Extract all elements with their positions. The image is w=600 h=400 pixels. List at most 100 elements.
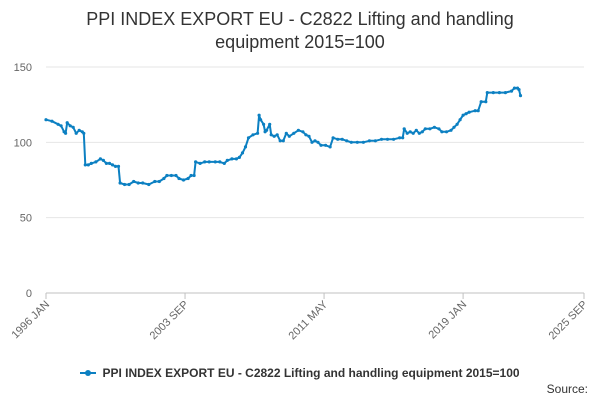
data-point <box>107 161 112 165</box>
data-point <box>503 91 507 95</box>
data-point <box>237 155 241 159</box>
data-point <box>127 182 131 187</box>
data-point <box>165 173 169 178</box>
data-point <box>262 122 266 126</box>
data-point <box>281 139 285 143</box>
data-point <box>509 89 514 93</box>
data-point <box>423 127 427 131</box>
data-point <box>240 151 245 155</box>
y-tick-label: 100 <box>14 137 32 149</box>
x-tick-label: 2019 JAN <box>427 299 470 342</box>
data-point <box>89 161 93 165</box>
data-point <box>292 131 296 135</box>
data-point <box>174 173 178 178</box>
data-point <box>77 128 81 132</box>
data-point <box>304 133 308 137</box>
data-point <box>414 128 418 132</box>
data-point <box>65 121 69 125</box>
data-point <box>310 140 314 144</box>
data-point <box>132 179 136 184</box>
data-point <box>324 143 328 147</box>
data-point <box>68 124 72 128</box>
data-point <box>345 139 349 143</box>
data-point <box>491 91 495 95</box>
data-point <box>64 131 68 135</box>
data-point <box>313 139 317 143</box>
x-tick-label: 1996 JAN <box>9 299 52 342</box>
data-point <box>458 118 462 122</box>
data-point <box>296 128 300 132</box>
x-axis: 1996 JAN 2003 SEP 2011 MAY 2019 JAN 2025 SEP <box>9 293 590 342</box>
data-point <box>110 163 115 167</box>
data-point <box>186 176 190 181</box>
legend[interactable]: PPI INDEX EXPORT EU - C2822 Lifting and … <box>0 366 600 380</box>
data-point <box>257 113 261 117</box>
data-point <box>207 160 211 164</box>
grid-lines <box>46 66 584 294</box>
legend-label: PPI INDEX EXPORT EU - C2822 Lifting and … <box>102 366 520 380</box>
y-tick-label: 0 <box>26 288 32 300</box>
plot-area <box>44 86 523 187</box>
data-point <box>234 157 238 161</box>
data-point <box>373 139 377 143</box>
data-point <box>251 133 255 137</box>
data-point <box>385 137 390 141</box>
data-point <box>328 145 332 149</box>
y-tick-label: 50 <box>20 213 32 225</box>
data-point <box>401 136 405 140</box>
data-point <box>301 130 305 134</box>
data-point <box>452 125 456 129</box>
data-point <box>518 94 523 98</box>
data-point <box>473 109 477 113</box>
x-tick-label: 2003 SEP <box>148 299 192 343</box>
data-point <box>118 181 122 185</box>
data-point <box>464 112 468 116</box>
data-point <box>116 164 121 168</box>
data-point <box>449 128 453 132</box>
data-point <box>177 176 181 181</box>
data-point <box>50 119 54 123</box>
legend-swatch <box>80 369 97 376</box>
data-point <box>169 173 173 178</box>
data-point <box>198 161 202 165</box>
data-point <box>56 122 60 126</box>
data-point <box>417 131 421 135</box>
chart-title: PPI INDEX EXPORT EU - C2822 Lifting and … <box>0 8 600 54</box>
data-point <box>512 86 517 90</box>
source-label: Source: <box>546 382 588 396</box>
data-point <box>259 118 263 122</box>
y-tick-label: 150 <box>14 62 32 74</box>
data-point <box>222 161 226 165</box>
data-point <box>349 140 353 144</box>
data-point <box>405 131 409 135</box>
data-point <box>213 160 217 164</box>
x-tick-label: 2025 SEP <box>547 299 591 343</box>
data-point <box>256 131 260 135</box>
data-point <box>485 91 489 95</box>
data-point <box>153 179 157 184</box>
y-axis: 0 50 100 150 <box>14 62 32 300</box>
data-point <box>82 131 86 135</box>
data-point <box>86 163 90 167</box>
data-point <box>203 160 207 164</box>
data-point <box>392 137 396 141</box>
data-point <box>189 173 193 178</box>
data-point <box>484 100 488 104</box>
series-line <box>45 87 522 186</box>
data-point <box>104 161 108 165</box>
data-point <box>420 130 424 134</box>
data-point <box>265 128 269 132</box>
data-point <box>275 133 279 137</box>
data-point <box>411 131 415 135</box>
data-point <box>59 124 63 128</box>
data-point <box>476 109 480 113</box>
data-point <box>94 160 98 164</box>
data-point <box>268 122 272 126</box>
data-point <box>162 176 166 181</box>
data-point <box>147 182 151 187</box>
data-point <box>272 134 276 138</box>
data-point <box>336 137 340 141</box>
x-tick-label: 2011 MAY <box>287 298 331 342</box>
data-point <box>269 133 273 137</box>
